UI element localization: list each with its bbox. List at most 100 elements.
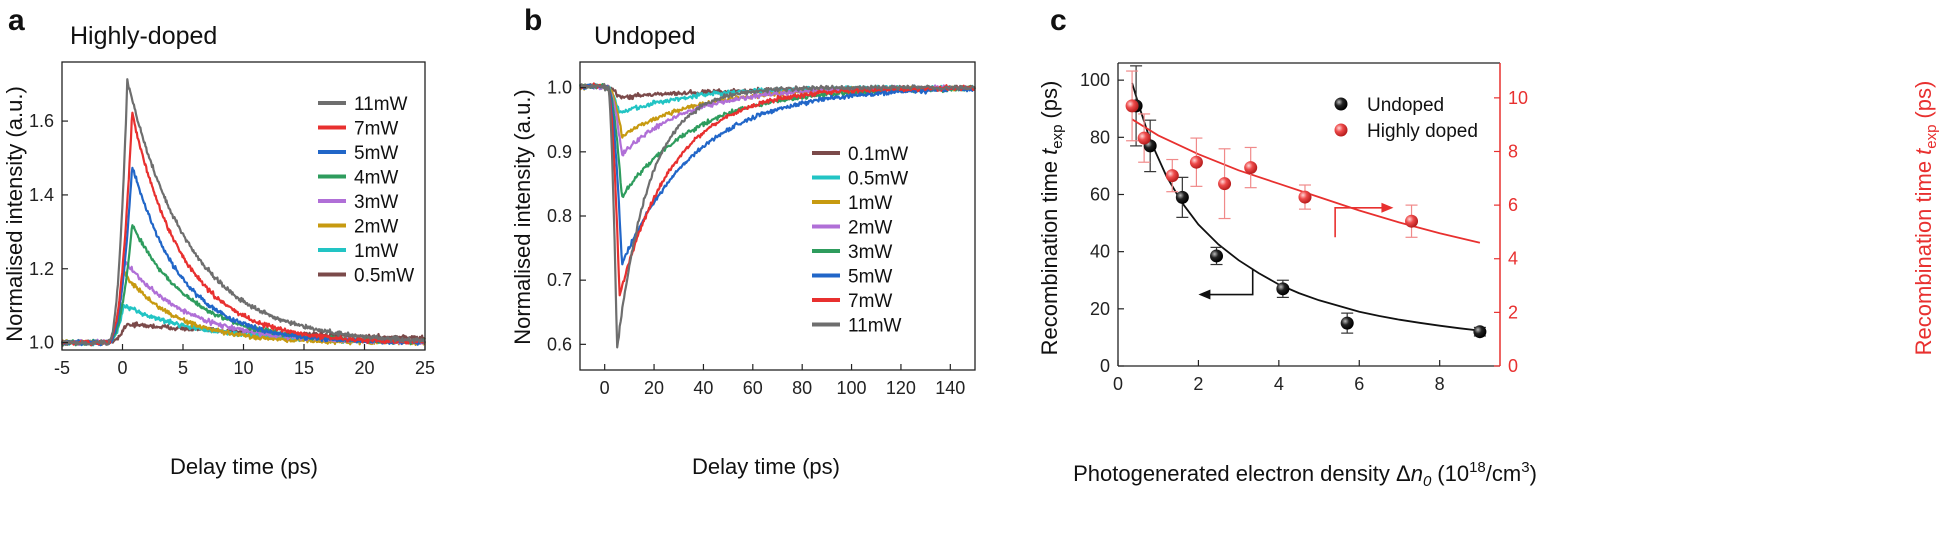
panel-c-right-arrowhead	[1381, 202, 1394, 213]
panel-c-xtick-label: 6	[1354, 374, 1364, 394]
panel-b-ytick-label: 1.0	[547, 78, 572, 98]
panel-b-xtick-label: 100	[837, 378, 867, 398]
panel-b-xtick-label: 20	[644, 378, 664, 398]
panel-b-ytick-label: 0.8	[547, 206, 572, 226]
panel-a: a Highly-doped -5 0 5 10 15 20 251.01.21.41.6 …	[2, 4, 435, 479]
panel-b-title: Undoped	[594, 22, 695, 50]
panel-c-xtick-label: 4	[1274, 374, 1284, 394]
panel-b-xtick-label: 140	[935, 378, 965, 398]
panel-b-ytick-label: 0.6	[547, 334, 572, 354]
panel-c-xtick-label: 0	[1113, 374, 1123, 394]
panel-a-series-7mW	[61, 111, 426, 347]
panel-b-series-7mW	[579, 82, 976, 297]
panel-c-xtick-label: 8	[1435, 374, 1445, 394]
panel-a-ylabel: Normalised intensity (a.u.)	[2, 86, 27, 342]
panel-a-legend-label: 1mW	[354, 241, 398, 262]
panel-a-xtick-label: 10	[233, 358, 253, 378]
panel-a-ytick-label: 1.6	[29, 111, 54, 131]
panel-b-legend-label: 2mW	[848, 218, 892, 239]
panel-c-point-Highly doped	[1125, 99, 1139, 113]
panel-a-xtick-label: 0	[117, 358, 127, 378]
panel-b-series-11mW	[579, 82, 976, 349]
panel-c-right-ytick-label: 2	[1508, 302, 1518, 322]
panel-a-xtick-label: 25	[415, 358, 435, 378]
panel-a-title: Highly-doped	[70, 22, 217, 50]
panel-c-point-Highly doped	[1189, 155, 1203, 169]
panel-b-ylabel: Normalised intensity (a.u.)	[510, 89, 535, 345]
panel-c-right-ytick-label: 10	[1508, 88, 1528, 108]
panel-c-point-Highly doped	[1298, 190, 1312, 204]
panel-b-legend-label: 5mW	[848, 267, 892, 288]
panel-c-point-Highly doped	[1165, 169, 1179, 183]
panel-a-xlabel: Delay time (ps)	[170, 454, 318, 479]
panel-a-legend-label: 4mW	[354, 168, 398, 189]
panel-c-fit-Highly doped	[1131, 118, 1481, 244]
panel-a-legend: 11mW 7mW 5mW 4mW 3mW 2mW 1mW 0.5mW	[318, 94, 414, 287]
panel-c-point-Undoped	[1175, 190, 1189, 204]
panel-c-left-ytick-label: 60	[1090, 184, 1110, 204]
panel-a-legend-label: 5mW	[354, 143, 398, 164]
panel-b-xtick-label: 60	[743, 378, 763, 398]
panel-b: b Undoped 0 20 40 60 80 100 120 140 0.6 0.7 0.8 0.9…	[510, 4, 976, 479]
panel-c-legend-label: Highly doped	[1367, 121, 1478, 142]
panel-b-legend-label: 0.5mW	[848, 169, 908, 190]
panel-c-point-Highly doped	[1137, 131, 1151, 145]
panel-b-legend-label: 1mW	[848, 193, 892, 214]
panel-c-right-ytick-label: 6	[1508, 195, 1518, 215]
panel-c-right-axis-arrow	[1334, 206, 1386, 238]
panel-c-xlabel: Photogenerated electron density Δn0 (1018…	[1073, 459, 1537, 490]
panel-a-legend-label: 11mW	[354, 94, 408, 115]
panel-c-xtick-label: 2	[1193, 374, 1203, 394]
panel-b-legend-label: 3mW	[848, 242, 892, 263]
panel-c-legend-marker	[1334, 97, 1348, 111]
panel-c-left-arrowhead	[1198, 289, 1211, 300]
panel-a-xtick-label: 5	[178, 358, 188, 378]
panel-a-xtick-label: -5	[54, 358, 70, 378]
panel-c-ylabel-right: Recombination timetexp(ps)	[1911, 81, 1940, 356]
panel-c-point-Undoped	[1210, 249, 1224, 263]
panel-a-xtick-label: 15	[294, 358, 314, 378]
panel-c-legend-marker	[1334, 123, 1348, 137]
panel-b-xtick-label: 120	[886, 378, 916, 398]
panel-c-right-ytick-label: 8	[1508, 141, 1518, 161]
panel-b-xtick-label: 40	[693, 378, 713, 398]
panel-b-ytick-label: 0.7	[547, 270, 572, 290]
panel-a-legend-label: 7mW	[354, 119, 398, 140]
panel-a-series-11mW	[61, 78, 426, 346]
panel-a-legend-label: 2mW	[354, 217, 398, 238]
panel-c-point-Highly doped	[1405, 214, 1419, 228]
panel-b-legend: 0.1mW 0.5mW 1mW 2mW 3mW 5mW 7mW 11mW	[812, 144, 908, 337]
panel-c-left-ytick-label: 0	[1100, 356, 1110, 376]
panel-b-label: b	[524, 4, 542, 37]
panel-c-left-ytick-label: 20	[1090, 299, 1110, 319]
panel-c-left-ytick-label: 80	[1090, 127, 1110, 147]
panel-c-left-ytick-label: 100	[1080, 70, 1110, 90]
panel-a-legend-label: 0.5mW	[354, 266, 414, 287]
panel-c-point-Undoped	[1276, 282, 1290, 296]
panel-c-label: c	[1050, 4, 1067, 37]
panel-b-legend-label: 7mW	[848, 291, 892, 312]
panel-b-xlabel: Delay time (ps)	[692, 454, 840, 479]
panel-c-ylabel-left: Recombination timetexp(ps)	[1037, 81, 1066, 356]
panel-b-legend-label: 0.1mW	[848, 144, 908, 165]
panel-b-xtick-label: 80	[792, 378, 812, 398]
panel-c-left-axis-arrow	[1206, 268, 1254, 296]
panel-c-point-Undoped	[1340, 316, 1354, 330]
panel-a-legend-label: 3mW	[354, 192, 398, 213]
panel-c-right-ytick-label: 0	[1508, 356, 1518, 376]
panel-b-legend-label: 11mW	[848, 316, 902, 337]
panel-c-legend-label: Undoped	[1367, 95, 1444, 116]
panel-a-ytick-label: 1.0	[29, 333, 54, 353]
panel-b-xtick-label: 0	[600, 378, 610, 398]
panel-a-xtick-label: 20	[354, 358, 374, 378]
panel-c-legend: Undoped Highly doped	[1334, 95, 1478, 142]
panel-c-point-Highly doped	[1244, 161, 1258, 175]
panel-c-point-Undoped	[1473, 325, 1487, 339]
panel-c-point-Highly doped	[1218, 177, 1232, 191]
panel-a-ytick-label: 1.2	[29, 259, 54, 279]
panel-a-ytick-label: 1.4	[29, 185, 54, 205]
panel-c-right-ytick-label: 4	[1508, 249, 1518, 269]
panel-c-left-ytick-label: 40	[1090, 242, 1110, 262]
